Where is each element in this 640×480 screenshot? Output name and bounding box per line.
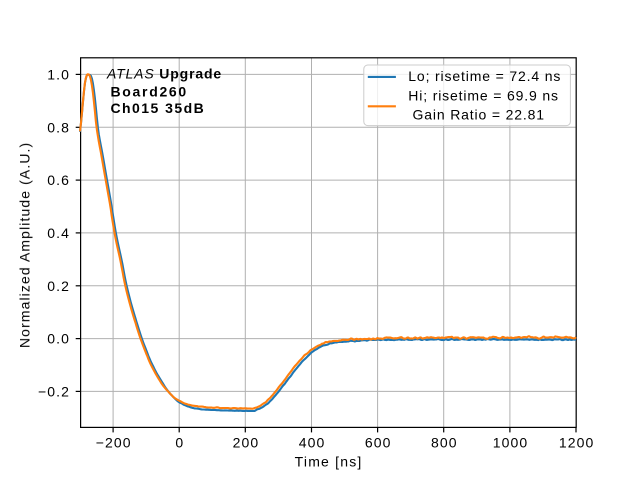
svg-text:Normalized Amplitude (A.U.): Normalized Amplitude (A.U.) bbox=[17, 142, 33, 348]
svg-text:800: 800 bbox=[431, 434, 458, 450]
svg-text:0.2: 0.2 bbox=[47, 278, 70, 294]
svg-text:Time [ns]: Time [ns] bbox=[295, 454, 363, 470]
svg-text:Hi; risetime = 69.9 ns: Hi; risetime = 69.9 ns bbox=[408, 87, 559, 103]
svg-text:0.4: 0.4 bbox=[47, 225, 70, 241]
svg-text:1000: 1000 bbox=[493, 434, 529, 450]
svg-text:Gain Ratio = 22.81: Gain Ratio = 22.81 bbox=[413, 107, 545, 123]
svg-text:600: 600 bbox=[365, 434, 392, 450]
svg-text:ATLAS Upgrade: ATLAS Upgrade bbox=[106, 66, 222, 82]
svg-text:Board260: Board260 bbox=[111, 83, 188, 99]
svg-text:−0.2: −0.2 bbox=[38, 383, 70, 399]
svg-text:200: 200 bbox=[233, 434, 260, 450]
svg-text:−200: −200 bbox=[96, 434, 132, 450]
svg-text:400: 400 bbox=[299, 434, 326, 450]
svg-text:1.0: 1.0 bbox=[47, 66, 70, 82]
svg-text:Lo; risetime = 72.4 ns: Lo; risetime = 72.4 ns bbox=[408, 68, 561, 84]
svg-text:0: 0 bbox=[175, 434, 184, 450]
svg-text:0.6: 0.6 bbox=[47, 172, 70, 188]
svg-text:Ch015 35dB: Ch015 35dB bbox=[111, 100, 206, 116]
svg-text:1200: 1200 bbox=[559, 434, 595, 450]
svg-text:0.8: 0.8 bbox=[47, 119, 70, 135]
svg-text:0.0: 0.0 bbox=[47, 331, 70, 347]
